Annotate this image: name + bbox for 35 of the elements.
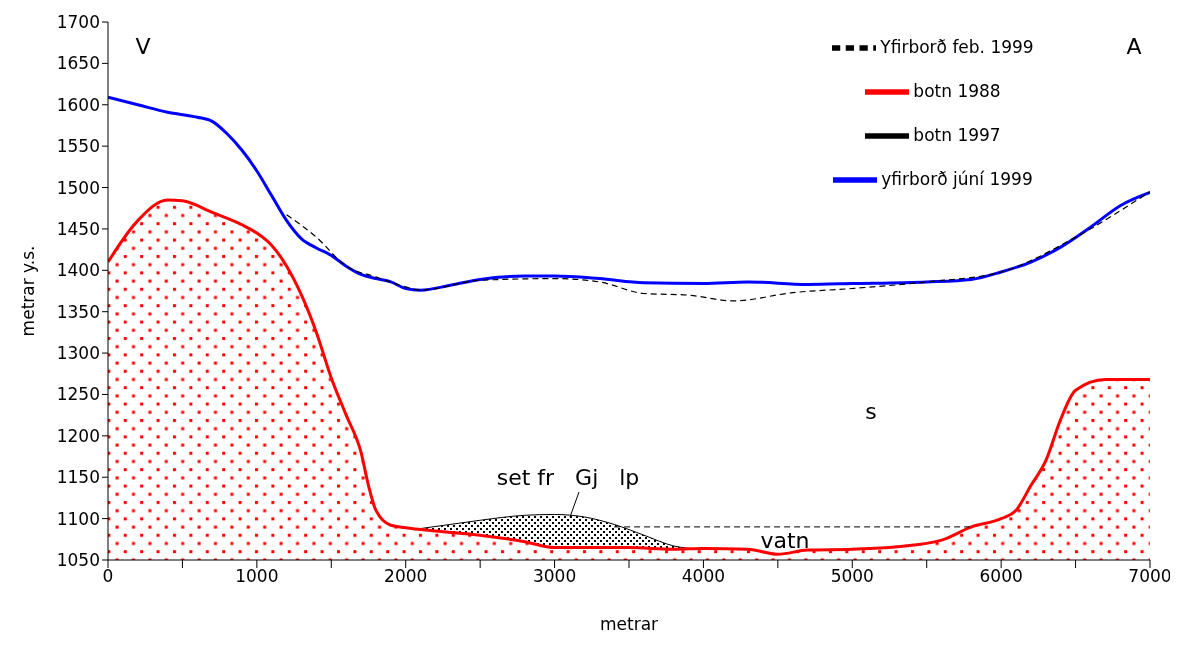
y-tick-label: 1200 (56, 425, 100, 446)
annotation: vatn (760, 528, 810, 553)
y-tick-label: 1300 (56, 343, 100, 364)
y-tick-label: 1450 (56, 218, 100, 239)
legend-label: yfirborð júní 1999 (881, 169, 1033, 189)
x-tick-label: 7000 (1128, 566, 1172, 587)
annotation: V (135, 34, 151, 59)
y-axis-title: metrar y.s. (18, 245, 39, 337)
x-tick-label: 0 (102, 566, 114, 587)
x-tick-label: 6000 (979, 566, 1023, 587)
legend-label: botn 1997 (913, 125, 1001, 145)
x-tick-label: 2000 (384, 566, 428, 587)
y-tick-label: 1650 (56, 53, 100, 74)
y-tick-label: 1350 (56, 301, 100, 322)
annotation: set fr Gj lp (496, 465, 640, 490)
y-tick-label: 1050 (56, 550, 100, 571)
annotation: s (865, 399, 877, 424)
line-series (108, 95, 1150, 292)
y-tick-label: 1100 (56, 508, 100, 529)
y-tick-label: 1400 (56, 260, 100, 281)
legend-label: Yfirborð feb. 1999 (880, 37, 1034, 57)
x-tick-label: 5000 (830, 566, 874, 587)
legend-label: botn 1988 (913, 81, 1001, 101)
line-series (286, 191, 1150, 302)
y-tick-label: 1500 (56, 177, 100, 198)
x-tick-label: 4000 (681, 566, 726, 587)
y-tick-label: 1250 (56, 384, 100, 405)
x-axis-title: metrar (599, 614, 659, 634)
y-tick-label: 1600 (56, 94, 100, 115)
y-tick-label: 1700 (56, 12, 100, 33)
x-tick-label: 3000 (532, 566, 577, 587)
x-tick-label: 1000 (235, 566, 279, 587)
y-tick-label: 1150 (56, 467, 100, 488)
annotation: A (1126, 34, 1142, 59)
y-tick-label: 1550 (56, 136, 100, 157)
